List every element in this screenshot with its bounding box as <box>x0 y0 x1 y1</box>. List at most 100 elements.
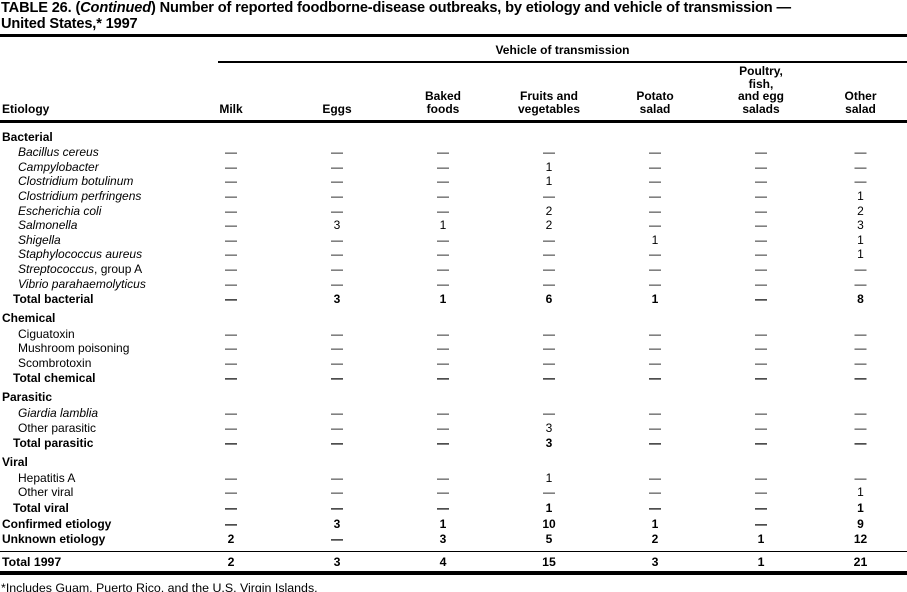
cell-other-salad: 1 <box>857 500 864 515</box>
cell-milk: — <box>225 218 237 233</box>
table-row: Total bacterial — 3 1 6 1 — 8 <box>0 291 907 308</box>
cell-baked-foods: — <box>437 189 449 204</box>
cell-eggs: — <box>331 436 343 451</box>
cell-other-salad: 8 <box>857 292 864 307</box>
cell-potato-salad: — <box>649 406 661 421</box>
row-label-italic: Vibrio parahaemolyticus <box>18 276 146 291</box>
cell-baked-foods: — <box>437 406 449 421</box>
vehicle-of-transmission-spanner: Vehicle of transmission <box>495 43 630 57</box>
cell-other-salad: — <box>854 406 867 421</box>
cell-milk: — <box>225 406 237 421</box>
column-header-line: vegetables <box>517 101 581 116</box>
cell-poultry-fish-and-egg-salads: — <box>755 500 767 515</box>
cell-baked-foods: — <box>437 247 449 262</box>
title-text: TABLE 26. ( <box>1 0 81 16</box>
cell-eggs: — <box>331 247 343 262</box>
cell-eggs: — <box>331 371 343 386</box>
header-rule <box>0 120 907 123</box>
row-label: Shigella <box>0 233 178 247</box>
row-label: Other parasitic <box>18 420 97 435</box>
cell-other-salad: — <box>854 276 867 291</box>
section-header-label: Chemical <box>2 310 56 325</box>
column-header-milk: Milk <box>178 102 284 116</box>
cell-fruits-and-vegetables: — <box>543 326 555 341</box>
cell-poultry-fish-and-egg-salads: — <box>755 292 767 307</box>
table-row: Total viral — — — 1 — — 1 <box>0 500 907 517</box>
section-header-parasitic: Parasitic <box>0 389 907 406</box>
row-label: Total chemical <box>13 371 96 386</box>
row-label-italic: Campylobacter <box>18 159 99 174</box>
column-header-potato-salad: Potato salad <box>602 90 708 115</box>
cell-potato-salad: — <box>649 500 661 515</box>
cell-poultry-fish-and-egg-salads: — <box>755 371 767 386</box>
cell-other-salad: 3 <box>857 218 864 233</box>
cell-fruits-and-vegetables: 2 <box>545 218 553 233</box>
cell-eggs: — <box>331 159 343 174</box>
row-label: Bacillus cereus <box>0 145 178 159</box>
cell-milk: 2 <box>227 555 235 570</box>
cell-fruits-and-vegetables: 2 <box>545 203 553 218</box>
cell-milk: — <box>225 371 237 386</box>
cell-baked-foods: — <box>437 159 449 174</box>
row-label-italic: Staphylococcus aureus <box>18 247 143 262</box>
spanner-rule <box>218 61 907 63</box>
table-row: Total chemical — — — — — — — <box>0 370 907 387</box>
cell-baked-foods: — <box>437 174 449 189</box>
column-header-line: Potato <box>636 89 674 103</box>
cell-baked-foods: 1 <box>439 292 447 307</box>
cell-milk: — <box>225 420 237 435</box>
cell-eggs: — <box>331 500 343 515</box>
row-label: Ciguatoxin <box>18 326 75 341</box>
cell-potato-salad: — <box>649 159 661 174</box>
cell-poultry-fish-and-egg-salads: — <box>755 276 767 291</box>
cell-poultry-fish-and-egg-salads: — <box>755 516 767 531</box>
cell-potato-salad: — <box>649 189 661 204</box>
cell-other-salad: — <box>854 355 867 370</box>
row-label: Salmonella <box>0 218 178 232</box>
cell-fruits-and-vegetables: — <box>543 262 555 277</box>
cell-poultry-fish-and-egg-salads: 1 <box>757 532 765 547</box>
cell-fruits-and-vegetables: 3 <box>545 420 553 435</box>
row-label-italic: Shigella <box>18 232 61 247</box>
cell-potato-salad: — <box>649 145 661 160</box>
row-label-italic: Clostridium perfringens <box>18 189 142 204</box>
cell-other-salad: — <box>854 371 867 386</box>
cell-potato-salad: — <box>649 470 661 485</box>
cell-milk: — <box>225 174 237 189</box>
cell-eggs: 3 <box>333 516 341 531</box>
cell-fruits-and-vegetables: — <box>543 485 555 500</box>
cell-poultry-fish-and-egg-salads: — <box>755 203 767 218</box>
cell-baked-foods: 1 <box>439 516 447 531</box>
row-label: Mushroom poisoning <box>18 341 130 356</box>
cell-other-salad: — <box>854 470 867 485</box>
cell-eggs: — <box>331 276 343 291</box>
cell-potato-salad: — <box>649 420 661 435</box>
section-header-label: Parasitic <box>2 390 53 405</box>
column-header-fruits-and-vegetables: Fruits and vegetables <box>496 90 602 115</box>
cell-poultry-fish-and-egg-salads: — <box>755 218 767 233</box>
column-header-line: Other <box>844 89 877 103</box>
cell-poultry-fish-and-egg-salads: — <box>755 485 767 500</box>
cell-eggs: — <box>331 470 343 485</box>
cell-eggs: — <box>331 532 343 547</box>
section-header-label: Bacterial <box>2 129 53 144</box>
cell-baked-foods: — <box>437 355 449 370</box>
cell-milk: — <box>225 326 237 341</box>
cell-milk: — <box>225 292 237 307</box>
cell-other-salad: — <box>854 159 867 174</box>
cell-fruits-and-vegetables: 1 <box>545 500 553 515</box>
cell-other-salad: 1 <box>857 485 864 500</box>
cell-potato-salad: — <box>649 355 661 370</box>
cell-fruits-and-vegetables: — <box>543 341 555 356</box>
row-label: Escherichia coli <box>0 204 178 218</box>
title-line-1: TABLE 26. (Continued) Number of reported… <box>1 0 907 17</box>
cell-baked-foods: — <box>437 470 449 485</box>
cell-eggs: — <box>331 341 343 356</box>
column-header-line: and egg <box>737 89 784 103</box>
row-label: Clostridium botulinum <box>0 174 178 188</box>
row-label-italic: Salmonella <box>18 218 78 233</box>
section-header-viral: Viral <box>0 453 907 470</box>
cell-eggs: — <box>331 355 343 370</box>
cell-potato-salad: — <box>649 436 661 451</box>
table-row: Shigella — — — — 1 — 1 <box>0 233 907 248</box>
